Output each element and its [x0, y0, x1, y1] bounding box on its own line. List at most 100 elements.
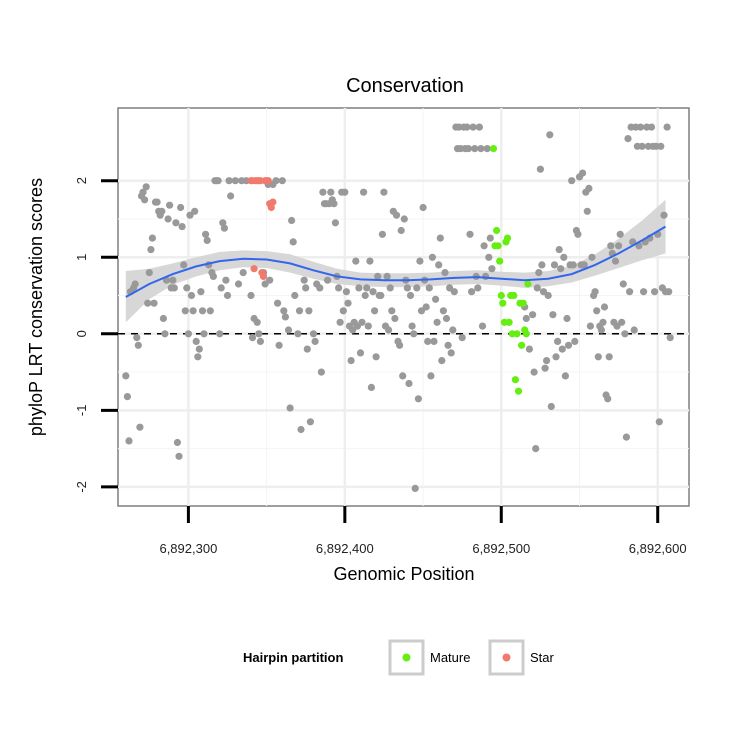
- data-point-other: [622, 433, 631, 441]
- data-point-other: [482, 272, 490, 280]
- data-point-other: [428, 253, 436, 261]
- data-point-other: [198, 307, 207, 315]
- data-point-other: [396, 341, 404, 349]
- data-point-other: [605, 353, 613, 361]
- data-point-other: [554, 337, 562, 345]
- data-point-other: [607, 242, 615, 250]
- data-point-other: [248, 334, 257, 342]
- data-point-mature: [489, 145, 498, 153]
- data-point-other: [618, 318, 626, 326]
- data-points: [122, 123, 674, 492]
- y-tick-label: -1: [74, 405, 89, 417]
- data-point-other: [297, 425, 305, 434]
- data-point-other: [141, 196, 149, 204]
- data-point-other: [133, 334, 141, 342]
- data-point-other: [302, 284, 310, 292]
- data-point-other: [408, 322, 416, 330]
- x-tick-label: 6,892,500: [472, 541, 530, 556]
- data-point-other: [219, 219, 227, 227]
- data-point-mature: [493, 226, 501, 235]
- data-point-other: [435, 261, 443, 269]
- data-point-other: [202, 230, 210, 238]
- data-point-other: [317, 368, 325, 376]
- data-point-other: [427, 372, 435, 380]
- data-point-other: [175, 452, 183, 460]
- data-point-other: [214, 177, 222, 185]
- data-point-other: [468, 288, 476, 296]
- data-point-other: [377, 291, 385, 300]
- data-point-other: [557, 265, 565, 273]
- data-point-other: [444, 341, 452, 349]
- data-point-other: [544, 291, 552, 300]
- data-point-other: [303, 345, 311, 353]
- data-point-mature: [524, 280, 532, 288]
- data-point-other: [543, 357, 551, 365]
- data-point-other: [173, 438, 181, 447]
- data-point-other: [148, 234, 156, 242]
- data-point-other: [594, 353, 602, 361]
- data-point-other: [347, 357, 355, 365]
- data-point-other: [449, 326, 457, 334]
- data-point-mature: [503, 234, 512, 242]
- data-point-other: [164, 215, 172, 223]
- data-point-other: [391, 314, 399, 323]
- data-point-other: [430, 337, 438, 345]
- data-point-other: [569, 261, 577, 269]
- data-point-other: [536, 165, 545, 173]
- data-point-other: [416, 257, 424, 265]
- data-point-other: [209, 272, 217, 280]
- data-point-other: [550, 261, 559, 269]
- data-point-other: [336, 318, 344, 326]
- legend-swatch-mature: [402, 653, 411, 662]
- data-point-other: [136, 423, 144, 431]
- data-point-mature: [497, 291, 505, 300]
- data-point-other: [419, 203, 427, 212]
- data-point-other: [275, 341, 283, 349]
- data-point-other: [352, 257, 360, 265]
- data-point-other: [636, 123, 645, 131]
- data-point-other: [256, 337, 264, 345]
- data-point-other: [666, 334, 674, 342]
- data-point-other: [253, 318, 261, 326]
- legend-key-star: [488, 639, 525, 676]
- data-point-other: [525, 345, 534, 353]
- data-point-other: [436, 234, 444, 242]
- data-point-other: [546, 131, 554, 139]
- data-point-other: [295, 307, 304, 315]
- data-point-other: [177, 203, 185, 212]
- data-point-other: [161, 330, 169, 338]
- data-point-other: [478, 322, 487, 330]
- data-point-other: [195, 345, 203, 353]
- legend-key-mature: [388, 639, 425, 676]
- data-point-other: [568, 177, 576, 185]
- data-point-other: [367, 383, 375, 391]
- y-tick-label: 1: [74, 254, 89, 261]
- data-point-other: [599, 318, 607, 326]
- data-point-other: [483, 145, 491, 153]
- data-point-other: [227, 192, 235, 200]
- data-point-other: [549, 311, 557, 319]
- data-point-other: [274, 299, 282, 307]
- data-point-other: [630, 326, 638, 334]
- data-point-other: [604, 395, 612, 403]
- legend-swatch-star: [502, 653, 511, 662]
- data-point-other: [638, 142, 646, 150]
- data-point-other: [411, 484, 419, 492]
- data-point-other: [206, 307, 214, 315]
- data-point-other: [626, 288, 634, 296]
- data-point-mature: [505, 318, 513, 326]
- data-point-other: [385, 326, 393, 334]
- data-point-other: [255, 330, 263, 338]
- y-tick-label: 0: [74, 330, 89, 337]
- data-point-other: [374, 272, 382, 280]
- data-point-other: [651, 288, 659, 296]
- data-point-other: [380, 188, 388, 196]
- data-point-other: [194, 353, 202, 361]
- data-point-other: [397, 226, 405, 235]
- legend: Hairpin partition Mature Star: [243, 639, 555, 676]
- data-point-other: [222, 276, 230, 284]
- data-point-mature: [519, 299, 527, 307]
- data-point-other: [657, 142, 665, 150]
- data-point-other: [655, 418, 663, 426]
- data-point-other: [571, 337, 579, 345]
